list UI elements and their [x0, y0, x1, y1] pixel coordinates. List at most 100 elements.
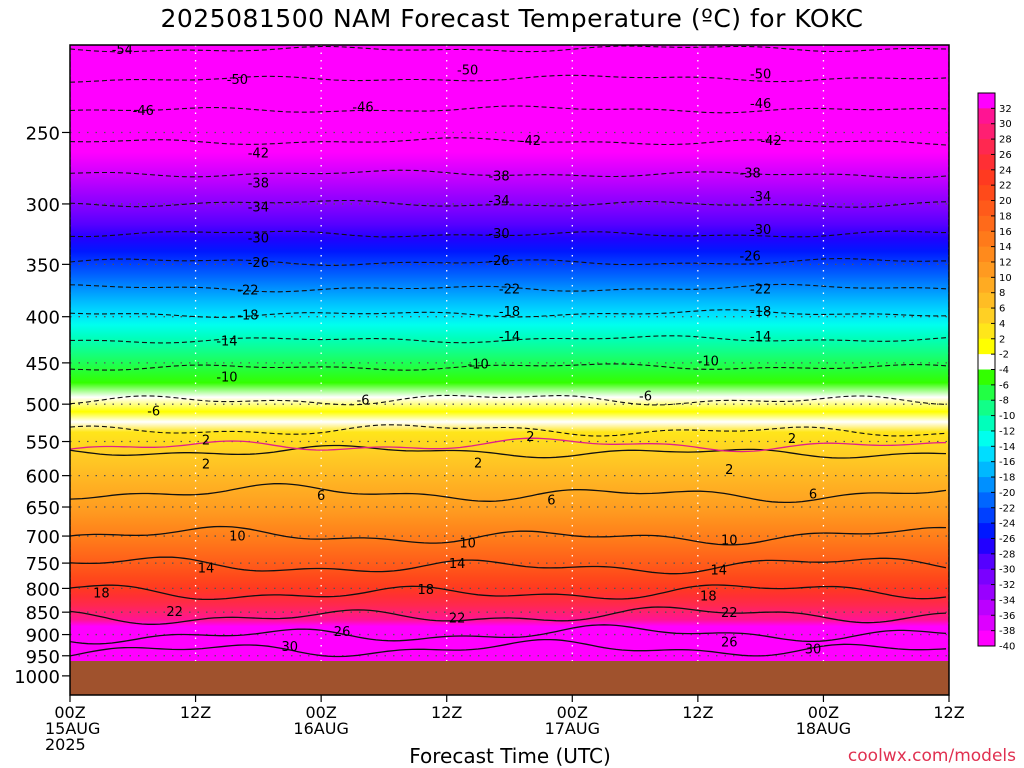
contour-label: -22 [237, 283, 258, 298]
contour-label: 6 [547, 494, 555, 509]
colorbar-label: -30 [999, 565, 1015, 576]
contour-label: -18 [750, 305, 771, 320]
contour-label: -50 [750, 67, 771, 82]
x-tick-label: 00Z [305, 703, 336, 722]
contour-label: -10 [467, 358, 488, 373]
colorbar-label: 26 [999, 150, 1012, 161]
contour-label: -42 [248, 146, 269, 161]
colorbar-swatch [978, 400, 995, 416]
isotherm-line [70, 638, 947, 658]
contour-label: -38 [248, 176, 269, 191]
pressure-axis: 2503003504004505005506006507007508008509… [14, 123, 70, 688]
y-tick-label: 900 [26, 626, 60, 647]
colorbar-label: -6 [999, 380, 1009, 391]
contour-label: 26 [334, 625, 351, 640]
source-credit: coolwx.com/models [847, 746, 1016, 766]
contour-label: -10 [216, 371, 237, 386]
colorbar-swatch [978, 492, 995, 509]
isotherm-line [70, 137, 947, 146]
isotherm-line [70, 230, 947, 238]
colorbar-swatch [978, 108, 995, 125]
contour-label: -46 [133, 104, 154, 119]
contour-label: -6 [147, 404, 160, 419]
colorbar-swatch [978, 384, 995, 401]
colorbar-label: 2 [999, 334, 1005, 345]
y-tick-label: 750 [26, 554, 60, 575]
isotherm-line [70, 258, 947, 266]
contour-label: -6 [357, 393, 370, 408]
colorbar-label: -12 [999, 426, 1015, 437]
colorbar-swatch [978, 123, 995, 140]
contour-label: -26 [488, 254, 509, 269]
plot-frame [69, 44, 950, 696]
isotherm-line [70, 606, 947, 625]
isotherm-line [70, 363, 947, 371]
contour-label: -10 [698, 354, 719, 369]
colorbar-label: 22 [999, 181, 1012, 192]
contour-label: 26 [721, 635, 738, 650]
x-tick-label: 12Z [682, 703, 713, 722]
contour-label: -34 [248, 201, 269, 216]
colorbar-label: -22 [999, 503, 1015, 514]
isotherm-line [70, 483, 947, 504]
isotherm-line [70, 584, 947, 601]
colorbar-swatch [978, 615, 995, 632]
isotherm-line [70, 394, 947, 406]
contour-label: -30 [488, 227, 509, 242]
contour-label: -14 [499, 330, 520, 345]
x-tick-label: 00Z [54, 703, 85, 722]
colorbar-swatch [978, 323, 995, 340]
colorbar-label: 14 [999, 242, 1012, 253]
colorbar-swatch [978, 599, 995, 616]
y-tick-label: 550 [26, 433, 60, 454]
y-tick-label: 450 [26, 354, 60, 375]
y-tick-label: 400 [26, 308, 60, 329]
contour-label: -42 [520, 134, 541, 149]
y-tick-label: 500 [26, 395, 60, 416]
chart-title: 2025081500 NAM Forecast Temperature (ºC)… [160, 4, 864, 33]
y-tick-label: 950 [26, 647, 60, 668]
contour-label: -26 [248, 256, 269, 271]
colorbar-label: -28 [999, 549, 1015, 560]
contour-label: 30 [281, 640, 298, 655]
contour-label: -26 [740, 249, 761, 264]
y-tick-label: 850 [26, 603, 60, 624]
x-tick-label: 16AUG [293, 719, 348, 738]
contour-label: 2 [202, 458, 210, 473]
colorbar-swatch [978, 308, 995, 324]
colorbar-label: 10 [999, 273, 1012, 284]
colorbar-swatch [978, 93, 995, 109]
colorbar-swatch [978, 277, 995, 294]
colorbar-label: -8 [999, 396, 1009, 407]
contour-label: 14 [711, 563, 728, 578]
colorbar-swatch [978, 231, 995, 248]
y-tick-label: 800 [26, 579, 60, 600]
contour-label: -34 [488, 194, 509, 209]
colorbar-swatch [978, 200, 995, 217]
colorbar-label: -2 [999, 350, 1009, 361]
contour-label: 10 [459, 537, 476, 552]
colorbar-label: -24 [999, 519, 1015, 530]
colorbar-swatch [978, 169, 995, 186]
isotherm-line [70, 525, 947, 546]
x-tick-label: 12Z [180, 703, 211, 722]
contour-label: -30 [750, 223, 771, 238]
y-tick-label: 700 [26, 527, 60, 548]
colorbar-label: 28 [999, 135, 1012, 146]
temperature-field [70, 45, 949, 663]
contour-label: 14 [198, 561, 215, 576]
contour-label: -22 [499, 282, 520, 297]
y-tick-label: 350 [26, 255, 60, 276]
colorbar-swatch [978, 154, 995, 171]
colorbar-swatch [978, 369, 995, 386]
contour-label: -42 [760, 134, 781, 149]
contour-labels: -54 -50 -50 -50 -46 -46 -46 -42 -42 -42 -38 -38 -38 -… [93, 45, 821, 658]
contour-label: -14 [216, 334, 237, 349]
x-tick-label: 12Z [933, 703, 964, 722]
x-axis-label: Forecast Time (UTC) [409, 744, 611, 768]
isotherm-line [70, 556, 947, 575]
colorbar-swatch [978, 261, 995, 278]
colorbar-label: 6 [999, 304, 1005, 315]
